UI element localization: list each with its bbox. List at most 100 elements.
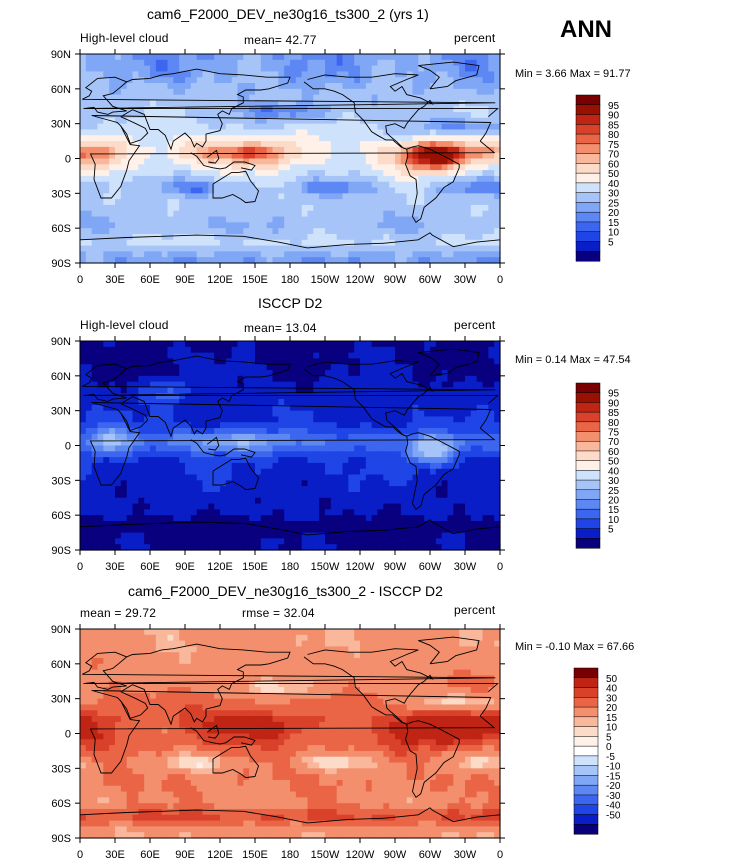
field-cell <box>126 251 134 258</box>
field-cell <box>424 515 431 522</box>
field-cell <box>371 152 379 160</box>
field-cell <box>190 117 198 125</box>
field-cell <box>459 439 466 447</box>
field-cell <box>272 187 279 194</box>
field-cell <box>470 199 478 206</box>
field-cell <box>453 88 460 96</box>
field-cell <box>115 100 122 107</box>
field-cell <box>80 233 87 241</box>
colorbar-box <box>575 211 601 223</box>
field-cell <box>278 245 285 252</box>
field-cell <box>196 352 204 360</box>
field-cell <box>389 210 396 218</box>
field-cell <box>342 358 349 365</box>
field-cell <box>365 410 373 418</box>
field-cell <box>348 123 355 131</box>
field-cell <box>85 520 93 528</box>
field-cell <box>272 497 279 505</box>
field-cell <box>412 129 419 136</box>
field-cell <box>278 451 285 458</box>
field-cell <box>243 59 250 67</box>
field-cell <box>290 251 297 258</box>
lon-tick-label: 90E <box>175 274 195 286</box>
field-cell <box>400 210 408 218</box>
field-cell <box>365 100 373 107</box>
field-cell <box>167 364 174 371</box>
field-cell <box>132 404 139 412</box>
field-cell <box>237 399 244 406</box>
field-cell <box>260 83 268 90</box>
field-cell <box>150 422 157 429</box>
field-cell <box>278 416 285 423</box>
colorbar-box <box>575 114 601 125</box>
field-cell <box>435 123 443 131</box>
field-cell <box>383 88 390 96</box>
field-cell <box>441 54 449 61</box>
field-cell <box>179 94 186 102</box>
field-cell <box>330 416 338 423</box>
field-cell <box>237 210 244 218</box>
field-cell <box>389 341 396 348</box>
field-cell <box>342 364 349 371</box>
field-cell <box>330 457 338 464</box>
field-cell <box>295 393 303 400</box>
field-cell <box>249 210 256 218</box>
field-cell <box>383 509 390 516</box>
field-cell <box>196 141 204 148</box>
field-cell <box>319 399 326 406</box>
field-cell <box>155 387 163 394</box>
field-cell <box>435 486 443 493</box>
field-cell <box>179 257 186 264</box>
field-cell <box>132 341 139 348</box>
field-cell <box>494 381 501 389</box>
field-cell <box>488 439 495 447</box>
field-cell <box>91 54 99 61</box>
field-cell <box>453 375 460 383</box>
field-cell <box>260 445 268 452</box>
field-cell <box>395 245 402 252</box>
field-cell <box>161 216 169 223</box>
field-cell <box>80 416 87 423</box>
field-cell <box>208 352 215 360</box>
field-cell <box>301 480 309 487</box>
field-cell <box>103 358 110 365</box>
field-cell <box>488 393 495 400</box>
field-cell <box>476 404 484 412</box>
field-cell <box>196 106 204 113</box>
field-cell <box>482 123 489 131</box>
field-cell <box>126 422 134 429</box>
field-cell <box>260 364 268 371</box>
field-cell <box>377 416 384 423</box>
field-cell <box>330 88 338 96</box>
field-cell <box>132 393 139 400</box>
field-cell <box>354 462 361 470</box>
field-cell <box>120 152 128 160</box>
field-cell <box>441 358 449 365</box>
field-cell <box>91 88 99 96</box>
field-cell <box>190 54 198 61</box>
field-cell <box>126 106 134 113</box>
field-cell <box>208 123 215 131</box>
field-cell <box>482 381 489 389</box>
field-cell <box>325 257 332 264</box>
field-cell <box>144 457 151 464</box>
field-cell <box>126 486 134 493</box>
field-cell <box>354 509 361 516</box>
field-cell <box>266 462 274 470</box>
field-cell <box>237 199 244 206</box>
field-cell <box>377 210 384 218</box>
field-cell <box>85 141 93 148</box>
field-cell <box>348 158 355 165</box>
field-cell <box>231 65 239 73</box>
field-cell <box>173 520 180 528</box>
field-cell <box>360 204 367 212</box>
field-cell <box>482 341 489 348</box>
field-cell <box>97 141 104 148</box>
field-cell <box>412 375 419 383</box>
field-cell <box>319 245 326 252</box>
field-cell <box>266 358 274 365</box>
field-cell <box>295 54 303 61</box>
field-cell <box>91 100 99 107</box>
field-cell <box>371 88 379 96</box>
field-cell <box>395 474 402 481</box>
